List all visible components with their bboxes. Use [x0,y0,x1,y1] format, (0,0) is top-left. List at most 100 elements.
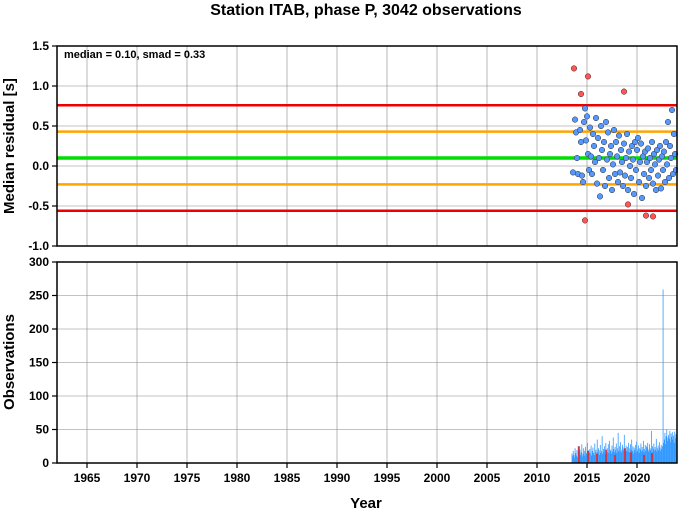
observation-bar [629,452,631,463]
y-tick-label: 200 [29,322,49,336]
residual-point [667,154,675,162]
observation-bar [671,436,673,463]
observation-bar [620,449,622,463]
observation-bar [582,456,583,463]
observation-bar [674,438,676,463]
residual-point [596,193,604,200]
observation-bar [627,451,629,463]
observation-bar [601,450,602,463]
observation-bar [661,448,663,463]
residual-point [670,130,678,138]
x-axis-title: Year [350,495,382,511]
observation-bar [639,448,641,463]
observation-bar [657,445,659,463]
observation-bar [596,439,598,463]
outlier-observation-bar [587,450,589,463]
residual-point [588,170,596,178]
observation-bar [650,450,652,463]
observation-bar [636,441,638,463]
observation-bar [580,454,582,463]
residual-point [666,142,674,150]
observations-grid [57,261,677,464]
y-tick-label: 150 [29,356,49,370]
observation-bar [607,448,609,463]
observation-bar [622,447,624,463]
observation-bar [610,453,612,463]
observation-bar [602,448,604,463]
observation-bar [628,442,630,463]
observation-bar [581,444,583,463]
observation-bar [625,445,627,463]
residual-point [608,186,616,194]
observation-bar [657,448,658,463]
observation-bar [654,450,655,463]
outlier-point [624,201,632,208]
observation-bar [632,446,634,463]
outlier-point [581,217,589,224]
residual-point [603,156,611,163]
y-tick-label: 0 [42,456,49,470]
observation-bar [609,450,611,463]
observation-bar [647,442,649,463]
residual-point [652,186,660,194]
observation-bar [615,443,617,463]
residual-point [626,162,634,170]
observation-bar [671,432,673,463]
observation-bar [663,442,665,463]
observation-bar [658,450,660,463]
residual-point [577,138,585,146]
residual-point [660,148,668,155]
observation-bar [606,452,608,463]
observation-bar [662,289,664,463]
observation-bar [612,437,614,463]
observation-bar [675,434,677,463]
residual-point [595,154,603,162]
x-tick-label: 1995 [374,471,401,485]
observation-bar [621,452,623,463]
observation-bar [618,450,620,463]
observation-bar [573,454,575,463]
observation-bar [623,450,625,463]
residual-point [569,169,577,176]
residual-point [605,174,613,182]
observation-bar [660,444,662,463]
observation-bar [584,455,586,463]
residual-point [571,116,579,123]
observation-bar [575,452,577,463]
observation-bar [574,448,576,463]
observation-bar [637,450,639,463]
residual-point [609,161,617,168]
observation-bar [670,433,672,463]
observation-bar [648,449,650,463]
outlier-observation-bar [578,446,580,463]
observation-bar [592,447,594,463]
observation-bar [662,446,663,463]
x-tick-label: 2010 [524,471,551,485]
residual-point [627,174,635,182]
observation-bar [599,444,601,463]
observation-bar [640,443,642,463]
observation-bar [668,438,670,463]
observation-bar [572,450,574,463]
residual-point [657,185,665,192]
residual-point [586,124,594,131]
y-tick-label: 300 [29,255,49,269]
outlier-point [577,90,585,98]
outlier-point [584,73,592,80]
residual-point [601,182,609,190]
observation-bar [660,450,662,463]
observation-bar [665,444,666,463]
residual-point [638,194,646,202]
residual-point [630,190,638,198]
x-tick-label: 1985 [274,471,301,485]
observation-bar [577,456,578,463]
observation-bar [633,453,634,463]
residual-point [592,114,600,122]
observation-bar [646,447,648,463]
x-tick-label: 2020 [624,471,651,485]
residual-point [623,130,631,138]
observation-bar [602,453,604,463]
residual-y-axis-title: Median residual [s] [1,78,18,214]
observation-bar [655,438,657,463]
observation-bar [611,445,613,463]
